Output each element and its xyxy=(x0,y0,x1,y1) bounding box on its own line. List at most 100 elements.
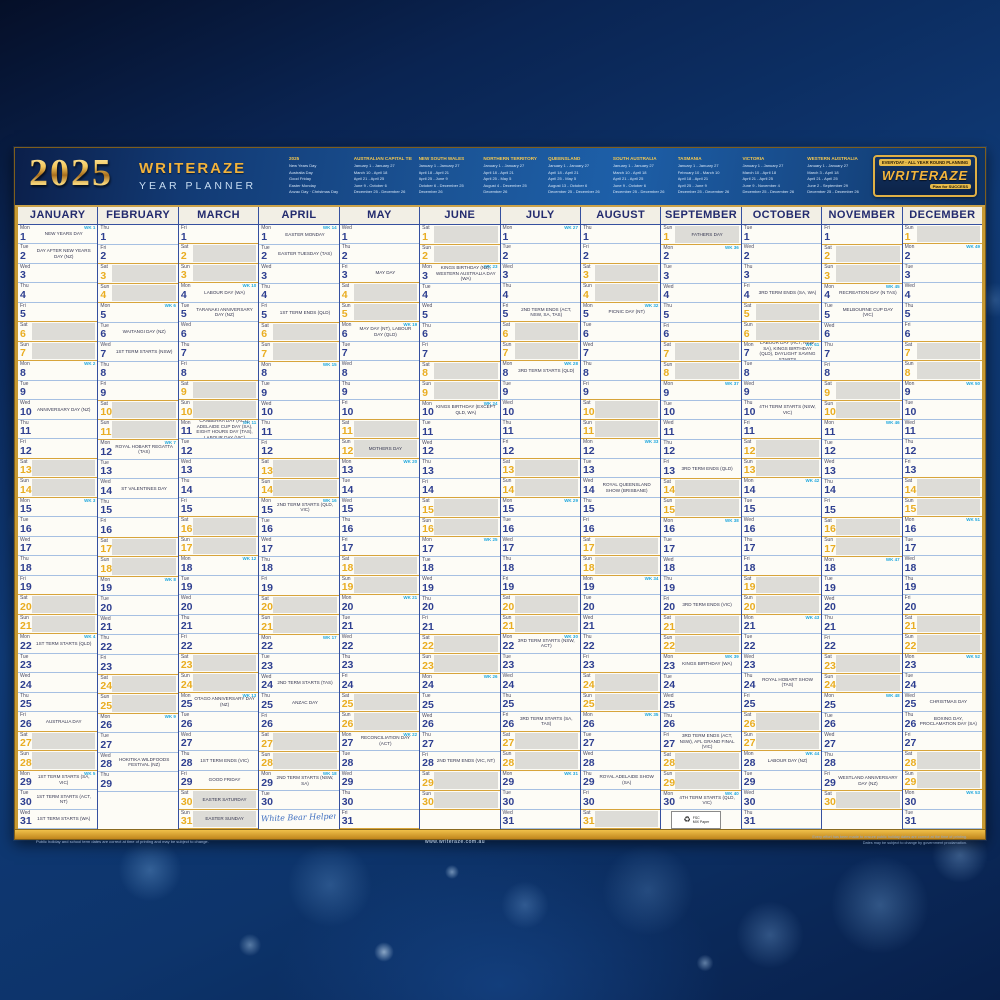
holiday-column-line: December 25 - December 26 xyxy=(677,189,730,195)
day-cell: Sat 20 xyxy=(259,595,339,616)
day-cell: Sat 27 xyxy=(500,731,580,752)
holiday-column-line: January 1 - January 27 xyxy=(807,163,849,168)
day-number: 26 xyxy=(261,718,273,731)
day-cell: Fri 9 xyxy=(580,380,661,401)
weekday-label: Thu xyxy=(341,244,351,251)
day-cell: Thu 19 xyxy=(902,575,983,596)
day-cell: Mon 29 WK 18 2ND TERM STARTS (NSW, SA) xyxy=(259,771,339,791)
day-number: 20 xyxy=(743,600,756,613)
holiday-note: MOTHERS DAY xyxy=(368,445,403,451)
day-cell: Fri 25 xyxy=(741,692,822,713)
weekday-label: Fri xyxy=(904,595,911,602)
day-cell: Mon 30 WK 53 xyxy=(902,790,983,810)
day-number: 11 xyxy=(663,425,675,438)
day-number: 12 xyxy=(100,445,113,458)
week-number: WK 42 xyxy=(805,478,820,484)
day-cell: Wed 25 xyxy=(661,693,741,713)
day-cell: Thu 21 xyxy=(178,614,259,635)
day-cell: Sat 13 xyxy=(500,458,580,479)
weekend-shade xyxy=(514,459,578,477)
weekday-label: Wed xyxy=(502,536,513,543)
day-cell: Mon 26 WK 35 xyxy=(580,712,661,732)
day-number: 15 xyxy=(100,504,113,517)
day-cell: Fri 22 xyxy=(822,634,902,655)
day-cell: Sat 3 xyxy=(580,263,661,284)
day-number: 23 xyxy=(824,659,836,672)
day-number: 10 xyxy=(663,406,676,419)
holiday-column-line: August 4 - December 25 xyxy=(483,182,527,188)
day-cell: Tue 10 xyxy=(902,400,983,420)
day-cell: Sun 5 xyxy=(339,302,420,323)
day-number: 24 xyxy=(502,678,515,691)
holiday-column-line: Anzac Day · Christmas Day xyxy=(289,189,339,195)
day-number: 18 xyxy=(502,561,515,574)
day-number: 16 xyxy=(100,523,113,536)
day-cell: Mon 22 WK 17 xyxy=(259,634,339,655)
weekday-label: Thu xyxy=(341,517,351,524)
weekday-label: Mon xyxy=(422,673,432,680)
day-cell: Sat 1 xyxy=(420,225,500,245)
day-cell: Mon 16 WK 51 xyxy=(902,517,983,537)
holiday-column-line: January 1 - January 27 xyxy=(353,163,395,168)
day-cell: Fri 1 xyxy=(178,225,259,245)
fineprint-right-line1: Every effort has been made to ensure pub… xyxy=(812,835,967,839)
weekday-label: Thu xyxy=(502,692,512,699)
weekday-label: Thu xyxy=(663,303,672,310)
day-cell: Wed 29 xyxy=(339,770,420,791)
holiday-note: 3RD TERM STARTS (NSW, ACT) xyxy=(517,637,575,649)
weekend-shade xyxy=(514,342,578,360)
day-cell: Sun 14 xyxy=(500,478,580,498)
day-cell: Mon 4 WK 10 LABOUR DAY (WA) xyxy=(178,283,259,303)
day-number: 13 xyxy=(20,464,32,477)
day-cell: Fri 5 1ST TERM ENDS (QLD) xyxy=(259,303,339,323)
day-cell: Sun 17 xyxy=(822,537,902,557)
day-cell: Wed 26 xyxy=(420,712,500,733)
day-cell: Thu 14 xyxy=(822,478,902,499)
week-number: WK 53 xyxy=(966,790,981,796)
week-number: WK 16 xyxy=(322,498,337,504)
day-number: 8 xyxy=(502,366,509,379)
day-number: 20 xyxy=(582,600,595,613)
weekday-label: Mon xyxy=(663,654,674,661)
day-number: 21 xyxy=(502,620,515,633)
month-header-february: FEBRUARY xyxy=(98,207,178,225)
day-cell: Wed 8 xyxy=(339,361,420,381)
weekday-label: Sat xyxy=(824,790,832,797)
day-cell: Thu 29 xyxy=(98,772,178,792)
day-cell: Tue 16 xyxy=(500,517,580,537)
day-number: 10 xyxy=(582,405,595,418)
weekday-label: Fri xyxy=(20,439,26,446)
day-number: 21 xyxy=(663,620,676,633)
weekday-label: Sat xyxy=(904,478,913,485)
day-cell: Thu 25 ANZAC DAY xyxy=(259,693,339,713)
weekday-label: Mon xyxy=(100,440,111,447)
day-cell: Mon 2 WK 49 xyxy=(902,244,983,264)
day-number: 12 xyxy=(502,444,515,457)
day-number: 11 xyxy=(743,425,755,438)
weekday-label: Wed xyxy=(824,322,835,329)
day-cell: Sat 2 xyxy=(822,244,902,265)
weekday-label: Mon xyxy=(582,712,593,719)
day-number: 21 xyxy=(743,620,756,633)
day-cell: Tue 18 xyxy=(420,556,500,577)
day-number: 7 xyxy=(261,347,268,360)
day-number: 3 xyxy=(663,269,670,282)
weekday-label: Sun xyxy=(824,400,834,407)
day-cell: Sat 6 xyxy=(18,322,98,342)
day-number: 22 xyxy=(180,639,193,652)
day-number: 15 xyxy=(422,503,434,516)
weekday-label: Sun xyxy=(261,751,271,758)
empty-cell xyxy=(822,810,902,829)
weekday-label: Sat xyxy=(180,380,189,387)
day-cell: Tue 2 xyxy=(500,244,580,264)
weekday-label: Mon xyxy=(743,614,754,621)
month-rows: Thu 1 Fri 2 Sat 3 Sun 4 Mon 5 WK 6 Tue 6 WAITANGI DAY… xyxy=(98,225,178,829)
weekday-label: Fri xyxy=(582,244,589,251)
weekday-label: Mon xyxy=(341,458,352,465)
day-cell: Thu 11 xyxy=(259,420,339,440)
day-number: 6 xyxy=(743,327,750,340)
day-number: 4 xyxy=(341,288,348,301)
day-number: 7 xyxy=(582,347,589,360)
holiday-column-title: NEW SOUTH WALES xyxy=(418,156,465,161)
holiday-column-1: 2025 New Years Day Australia Day Good Frida… xyxy=(289,156,347,200)
